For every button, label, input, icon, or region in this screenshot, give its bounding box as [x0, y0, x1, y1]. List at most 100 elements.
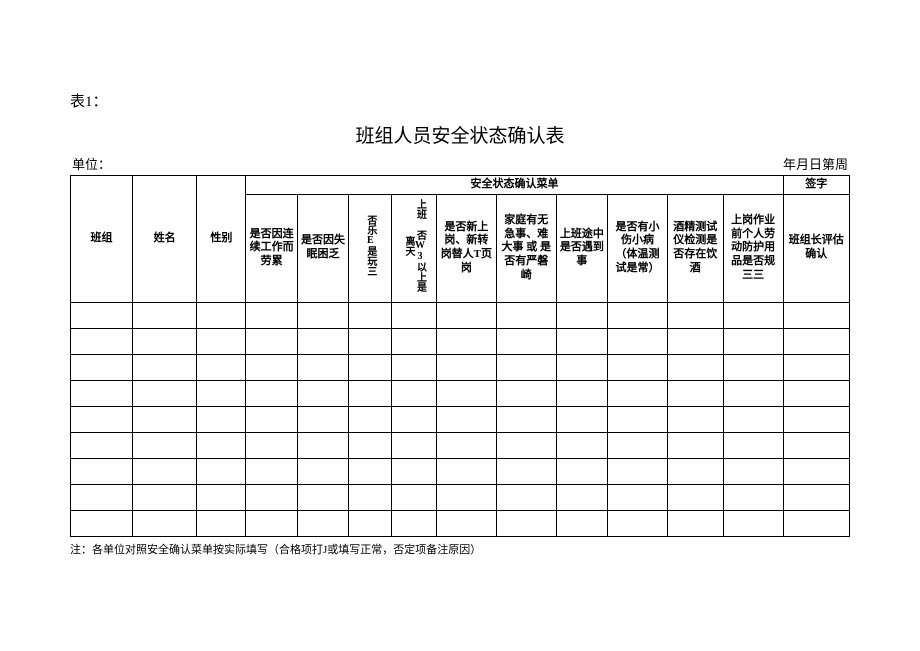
table-cell: [436, 510, 496, 536]
table-cell: [133, 328, 197, 354]
table-cell: [556, 302, 607, 328]
table-cell: [783, 458, 849, 484]
col-m2: 是否因失眠困乏: [297, 194, 348, 302]
table-cell: [496, 458, 556, 484]
table-cell: [436, 406, 496, 432]
table-cell: [246, 328, 297, 354]
col-sex: 性别: [197, 176, 246, 303]
table-cell: [608, 302, 668, 328]
table-cell: [297, 432, 348, 458]
col-m9: 酒精测试仪检测是否存在饮酒: [667, 194, 723, 302]
table-cell: [197, 380, 246, 406]
table-cell: [436, 432, 496, 458]
table-row: [71, 458, 850, 484]
table-cell: [608, 458, 668, 484]
table-cell: [667, 354, 723, 380]
table-row: [71, 328, 850, 354]
table-cell: [71, 484, 133, 510]
table-cell: [246, 406, 297, 432]
table-cell: [349, 510, 392, 536]
table-cell: [133, 406, 197, 432]
table-cell: [723, 510, 783, 536]
table-cell: [197, 432, 246, 458]
table-cell: [556, 406, 607, 432]
table-row: [71, 354, 850, 380]
table-cell: [133, 380, 197, 406]
table-cell: [667, 458, 723, 484]
table-cell: [297, 406, 348, 432]
table-cell: [723, 484, 783, 510]
col-m1: 是否因连续工作而劳累: [246, 194, 297, 302]
table-cell: [496, 354, 556, 380]
table-cell: [608, 380, 668, 406]
table-cell: [133, 354, 197, 380]
table-cell: [391, 458, 436, 484]
table-cell: [246, 380, 297, 406]
footnote: 注：各单位对照安全确认菜单按实际填写（合格项打J或填写正常，否定项备注原因）: [70, 541, 850, 557]
table-cell: [197, 302, 246, 328]
page-title: 班组人员安全状态确认表: [70, 121, 850, 148]
table-row: [71, 432, 850, 458]
unit-label: 单位：: [72, 154, 111, 173]
table-cell: [667, 328, 723, 354]
col-m3: 否乐E是玩三: [349, 194, 392, 302]
table-cell: [133, 302, 197, 328]
table-cell: [297, 328, 348, 354]
table-cell: [391, 406, 436, 432]
table-cell: [71, 458, 133, 484]
table-cell: [783, 432, 849, 458]
table-body: [71, 302, 850, 536]
table-cell: [391, 328, 436, 354]
col-team: 班组: [71, 176, 133, 303]
table-cell: [667, 380, 723, 406]
table-cell: [556, 458, 607, 484]
table-cell: [297, 354, 348, 380]
table-cell: [71, 302, 133, 328]
safety-confirm-table: 班组 姓名 性别 安全状态确认菜单 签字 是否因连续工作而劳累 是否因失眠困乏 …: [70, 175, 850, 537]
date-label: 年月日第周: [783, 154, 848, 173]
table-cell: [723, 328, 783, 354]
table-cell: [608, 484, 668, 510]
col-m6: 家庭有无急事、难大事 或 是否有严磐崎: [496, 194, 556, 302]
table-cell: [246, 458, 297, 484]
col-name: 姓名: [133, 176, 197, 303]
table-cell: [246, 432, 297, 458]
table-cell: [496, 380, 556, 406]
table-cell: [783, 510, 849, 536]
table-cell: [667, 484, 723, 510]
table-cell: [391, 302, 436, 328]
table-cell: [71, 432, 133, 458]
table-cell: [556, 432, 607, 458]
table-cell: [197, 458, 246, 484]
table-cell: [71, 510, 133, 536]
table-cell: [246, 510, 297, 536]
table-cell: [436, 354, 496, 380]
table-cell: [496, 302, 556, 328]
table-cell: [436, 302, 496, 328]
table-number-label: 表1：: [70, 90, 850, 111]
table-cell: [667, 432, 723, 458]
table-cell: [133, 432, 197, 458]
table-cell: [783, 406, 849, 432]
table-cell: [71, 406, 133, 432]
table-cell: [349, 354, 392, 380]
table-cell: [723, 302, 783, 328]
table-cell: [783, 302, 849, 328]
table-cell: [133, 458, 197, 484]
table-cell: [71, 354, 133, 380]
table-cell: [496, 484, 556, 510]
table-row: [71, 302, 850, 328]
table-cell: [556, 484, 607, 510]
table-cell: [783, 484, 849, 510]
col-m5: 是否新上岗、新转岗替人T页岗: [436, 194, 496, 302]
table-cell: [723, 432, 783, 458]
table-cell: [71, 328, 133, 354]
table-row: [71, 406, 850, 432]
table-cell: [608, 328, 668, 354]
table-cell: [608, 354, 668, 380]
table-cell: [297, 510, 348, 536]
table-cell: [297, 380, 348, 406]
table-cell: [246, 484, 297, 510]
table-cell: [436, 484, 496, 510]
table-cell: [723, 406, 783, 432]
